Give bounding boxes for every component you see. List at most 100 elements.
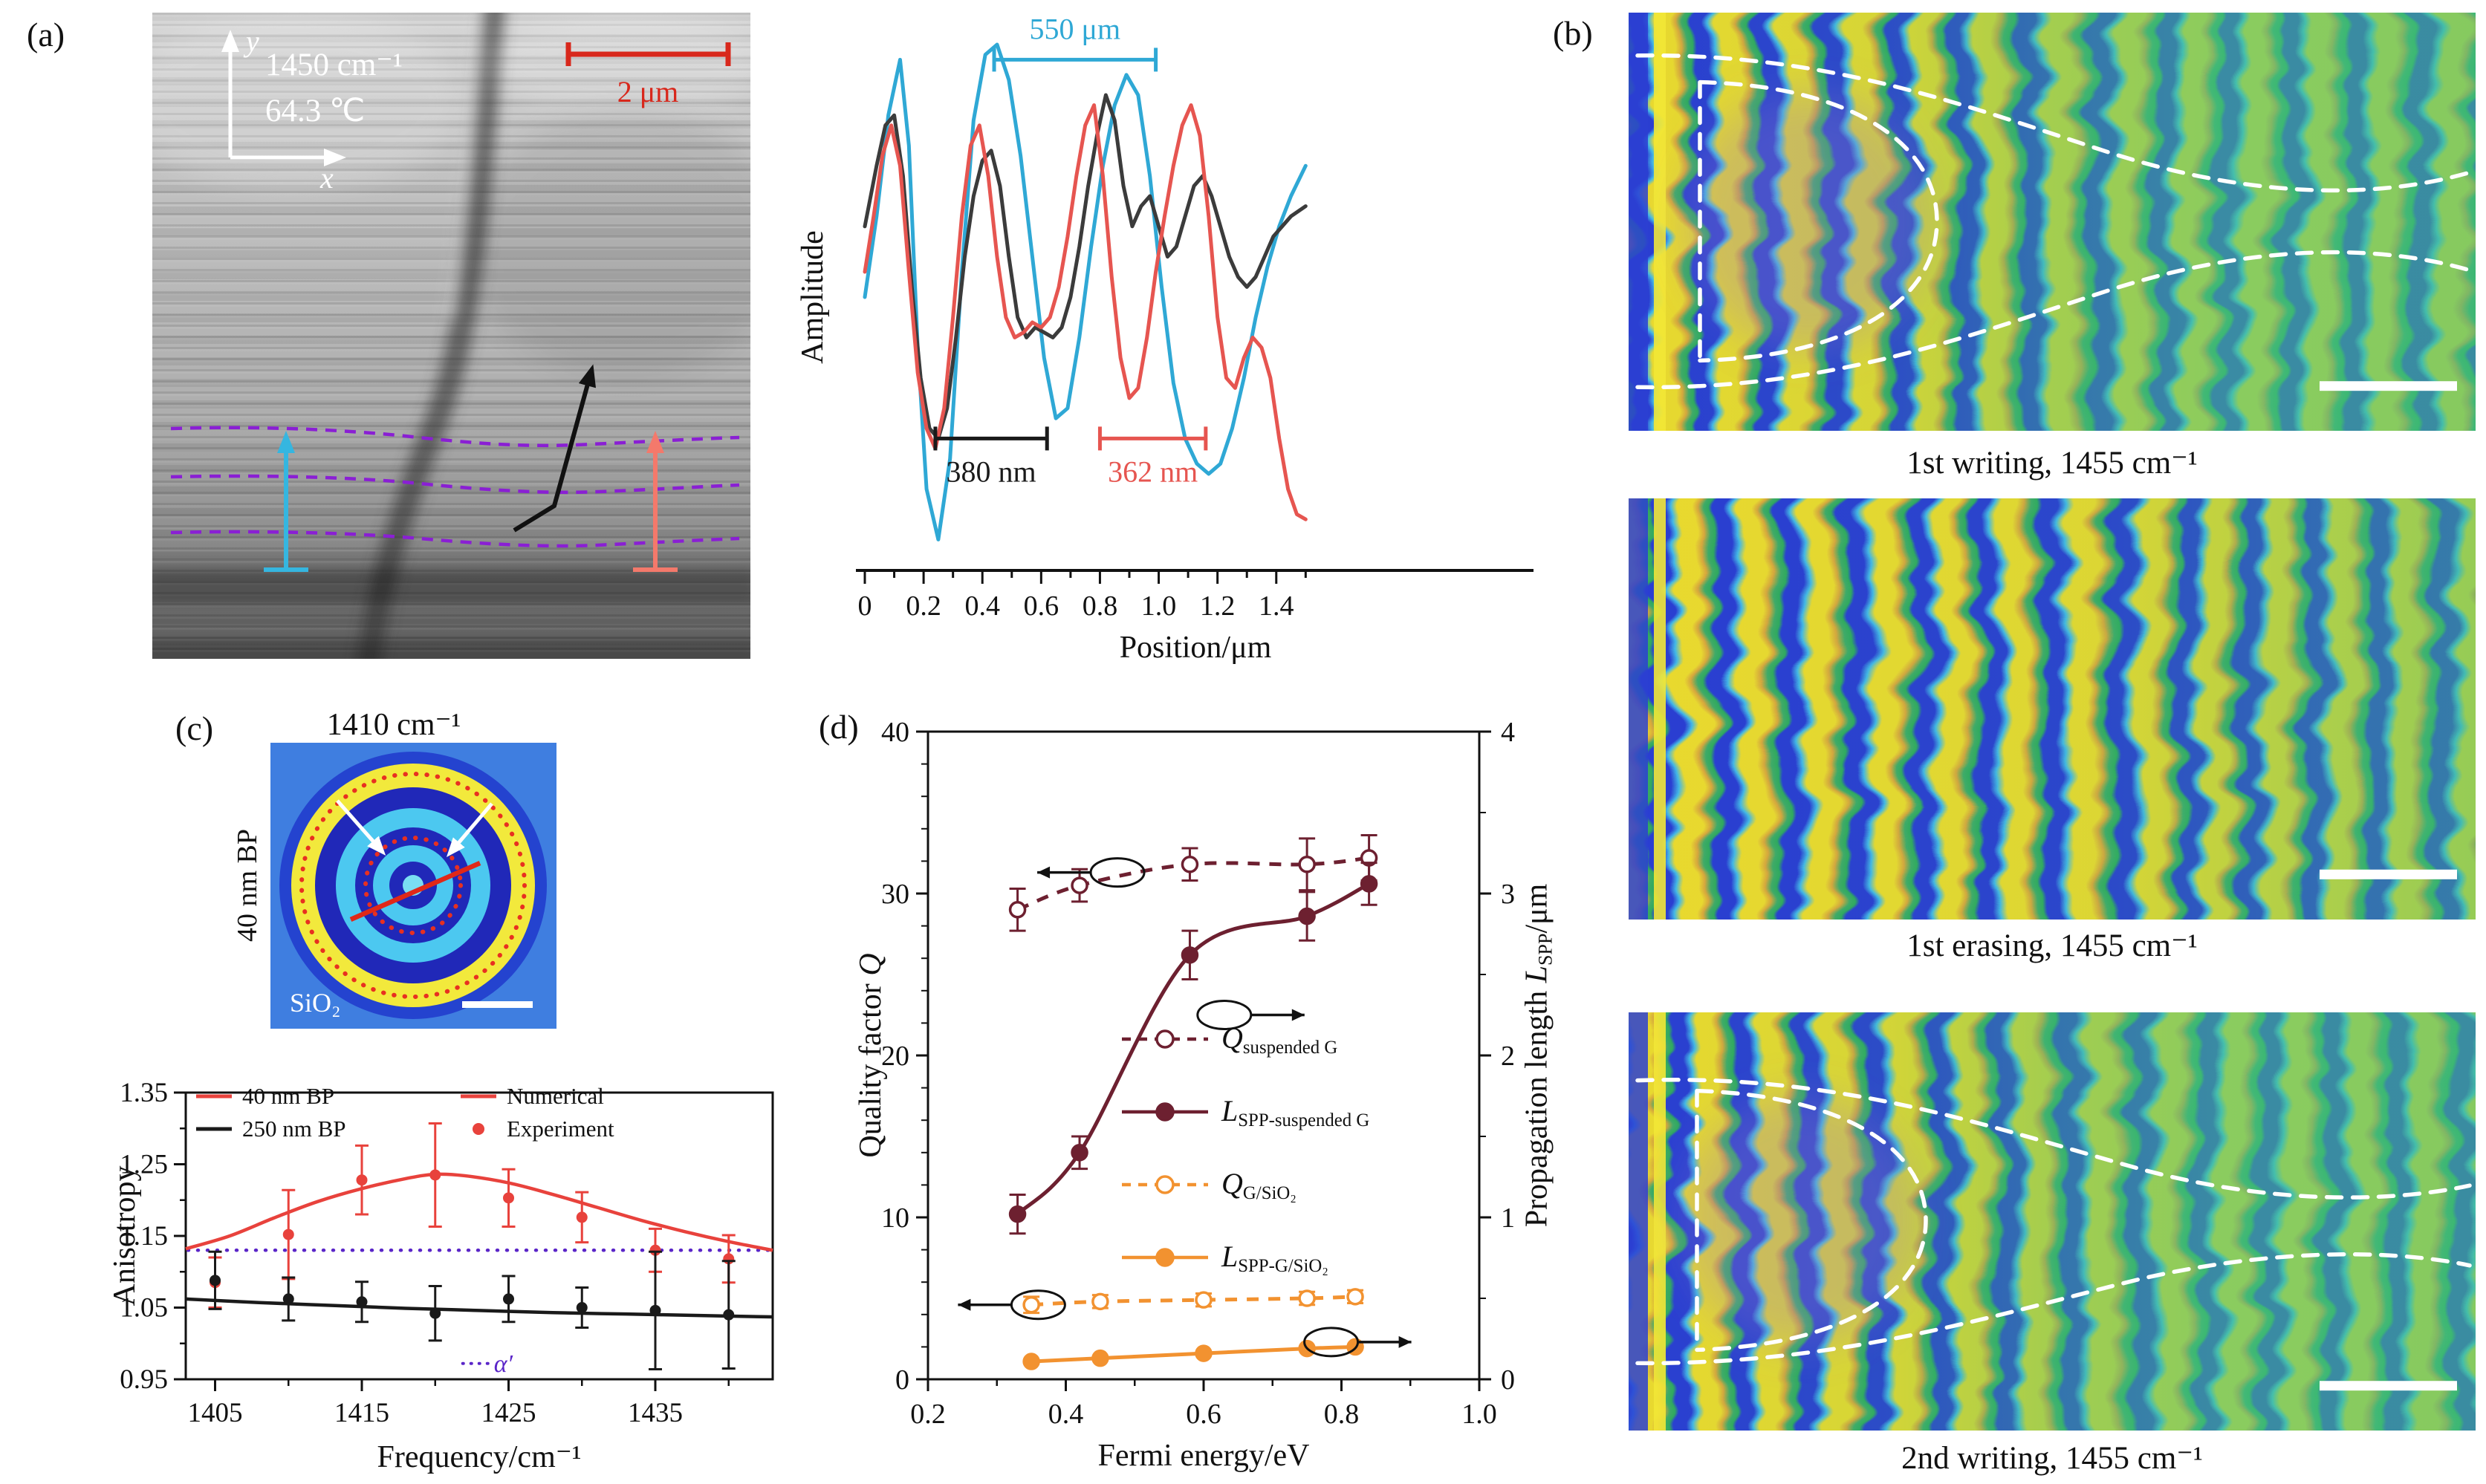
svg-text:0.8: 0.8: [1324, 1399, 1360, 1430]
svg-text:1.35: 1.35: [120, 1078, 168, 1108]
edge-stripe-blue: [1629, 13, 1648, 431]
black-arrow: [513, 364, 597, 533]
panel-b-label: (b): [1553, 14, 1593, 52]
svg-text:30: 30: [881, 879, 909, 910]
edge-stripe-yellow: [1654, 1012, 1666, 1431]
taper-outline-bottom: [1635, 250, 2472, 390]
nearfield-image-b1: [1629, 13, 2476, 431]
scale-bar-a-label: 2 μm: [617, 75, 679, 108]
svg-text:0.4: 0.4: [1048, 1399, 1084, 1430]
svg-text:1.0: 1.0: [1461, 1399, 1497, 1430]
panel-d-label: (d): [819, 708, 859, 746]
profile-xlabel: Position/μm: [1119, 631, 1272, 665]
svg-text:10: 10: [881, 1203, 909, 1234]
svg-text:1405: 1405: [188, 1398, 243, 1428]
taper-outline-top: [1635, 1078, 2472, 1200]
svg-text:362 nm: 362 nm: [1108, 455, 1198, 488]
svg-text:0: 0: [858, 590, 872, 622]
red-arrow: [633, 431, 678, 572]
disk-side-label: 40 nm BP: [232, 828, 263, 943]
axis-x-label: x: [319, 161, 334, 195]
ylabel-right-var: L: [1519, 965, 1554, 983]
purple-dashed-line-3: [170, 530, 740, 548]
edge-stripe-blue: [1629, 498, 1648, 920]
laser-spot-haze: [1684, 91, 1930, 351]
legend-item: 250 nm BP: [196, 1116, 346, 1142]
panel-c-label: (c): [175, 709, 214, 747]
svg-text:0.6: 0.6: [1024, 590, 1059, 622]
legend-row: LSPP-G/SiO₂: [1120, 1221, 1369, 1294]
svg-text:1.05: 1.05: [120, 1293, 168, 1324]
svg-text:1.0: 1.0: [1141, 590, 1177, 622]
ylabel-right-unit: /μm: [1519, 883, 1554, 934]
panel-a-label: (a): [27, 16, 65, 53]
svg-text:4: 4: [1501, 717, 1515, 748]
frequency-label: 1450 cm⁻¹: [265, 48, 403, 82]
caption-b2: 1st erasing, 1455 cm⁻¹: [1906, 928, 2198, 963]
svg-text:0: 0: [1501, 1364, 1515, 1396]
white-arrow-right: [446, 802, 493, 857]
scale-bar-b1: [2320, 381, 2457, 391]
svg-text:1435: 1435: [628, 1398, 683, 1428]
profile-ylabel: Amplitude: [796, 230, 830, 364]
scale-bar-c: [462, 1001, 533, 1008]
fermi-ylabel-right: Propagation length LSPP/μm: [1519, 884, 1557, 1228]
anisotropy-legend: 40 nm BP Numerical 250 nm BP Experiment: [195, 1083, 614, 1142]
red-dotted-circle-outer: [299, 772, 527, 999]
axis-y-label: y: [243, 25, 259, 58]
svg-text:550 μm: 550 μm: [1030, 12, 1121, 45]
legend-row: Qsuspended G: [1120, 1003, 1369, 1075]
nearfield-image-b3: [1629, 1012, 2476, 1431]
laser-spot-haze: [1681, 1094, 1918, 1347]
svg-text:1: 1: [1501, 1203, 1515, 1234]
writing-region-outline: [1695, 1088, 1928, 1353]
taper-outline-bottom: [1635, 1252, 2472, 1366]
disk-image: SiO₂: [270, 743, 556, 1029]
writing-region-outline: [1698, 79, 1939, 363]
svg-text:20: 20: [881, 1041, 909, 1072]
domain-wall-core: [365, 13, 498, 659]
svg-text:380 nm: 380 nm: [947, 455, 1036, 488]
caption-b3: 2nd writing, 1455 cm⁻¹: [1901, 1441, 2203, 1476]
svg-text:3: 3: [1501, 879, 1515, 910]
svg-text:0.8: 0.8: [1083, 590, 1118, 622]
anisotropy-chart: 1405 1415 1425 1435 0.95 1.05 1.15 1.25 1.35 α′: [120, 1078, 774, 1428]
edge-stripe-yellow: [1654, 498, 1666, 920]
red-dotted-circle-inner: [363, 836, 463, 935]
light-patch-right: [487, 13, 750, 117]
svg-text:2: 2: [1501, 1041, 1515, 1072]
bright-edge: [444, 13, 484, 322]
taper-outline-top: [1635, 53, 2472, 193]
temperature-label: 64.3 ℃: [265, 94, 365, 128]
nearfield-image-b2: [1629, 498, 2476, 920]
nearfield-image-a: y x 1450 cm⁻¹ 64.3 ℃ 2 μm: [152, 13, 750, 659]
ylabel-left-var: Q: [854, 953, 888, 976]
fermi-xlabel: Fermi energy/eV: [1097, 1439, 1310, 1473]
fermi-legend: Qsuspended G LSPP-suspended G QG/SiO₂ LSPP-…: [1120, 1003, 1369, 1294]
edge-stripe-yellow: [1654, 13, 1666, 431]
fermi-ylabel-left: Quality factor Q: [853, 953, 889, 1157]
ylabel-left-text: Quality factor: [854, 975, 888, 1158]
profile-chart: 0 0.2 0.4 0.6 0.8 1.0 1.2 1.4 550 μm 380 nm 362 nm: [856, 12, 1534, 622]
disk-rings: [279, 752, 547, 1019]
white-arrow-left: [336, 799, 386, 856]
svg-text:1425: 1425: [481, 1398, 536, 1428]
ylabel-right-text: Propagation length: [1519, 983, 1554, 1228]
anisotropy-xlabel: Frequency/cm⁻¹: [377, 1440, 582, 1474]
caption-b1: 1st writing, 1455 cm⁻¹: [1906, 446, 2198, 481]
svg-text:0.95: 0.95: [120, 1364, 168, 1395]
svg-text:0.2: 0.2: [906, 590, 941, 622]
dark-patch-right: [464, 109, 750, 377]
svg-text:α′: α′: [494, 1350, 513, 1378]
svg-text:0: 0: [895, 1364, 909, 1396]
svg-text:40: 40: [881, 717, 909, 748]
svg-text:1415: 1415: [334, 1398, 389, 1428]
dark-band-bottom: [152, 642, 750, 659]
svg-text:1.25: 1.25: [120, 1150, 168, 1180]
scale-bar-b3: [2320, 1381, 2457, 1391]
svg-text:0.6: 0.6: [1186, 1399, 1221, 1430]
substrate-label: SiO₂: [290, 988, 341, 1018]
disk-title: 1410 cm⁻¹: [326, 708, 461, 742]
